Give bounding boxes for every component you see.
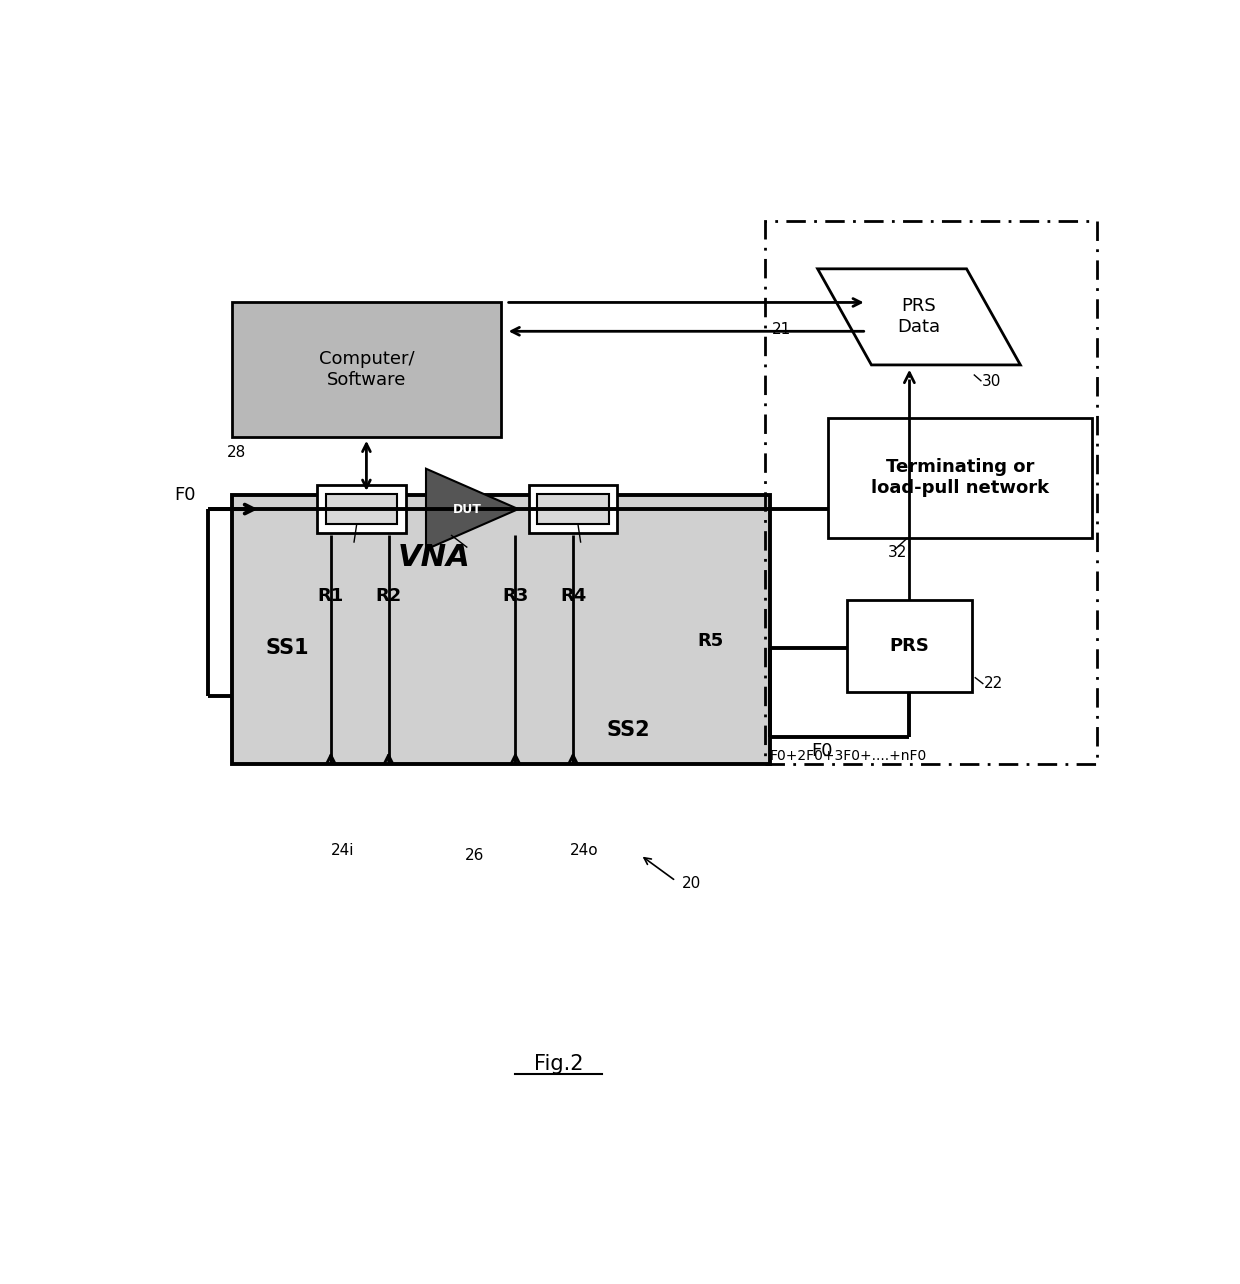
Text: 22: 22 [983, 677, 1003, 692]
Bar [232, 303, 501, 437]
Text: DUT: DUT [453, 502, 482, 516]
Text: PRS
Data: PRS Data [898, 298, 941, 336]
Text: 26: 26 [465, 849, 485, 863]
Text: 20: 20 [682, 877, 701, 891]
Text: Fig.2: Fig.2 [534, 1054, 583, 1073]
Bar [232, 494, 770, 764]
Text: 24o: 24o [570, 842, 599, 858]
Text: VNA: VNA [397, 543, 470, 571]
Text: R3: R3 [502, 587, 528, 605]
Text: Terminating or
load-pull network: Terminating or load-pull network [870, 458, 1049, 497]
Bar [528, 485, 618, 533]
Bar [828, 417, 1092, 538]
Text: 30: 30 [982, 374, 1001, 389]
Text: 32: 32 [888, 544, 908, 560]
Text: PRS: PRS [889, 637, 929, 655]
Text: R5: R5 [697, 632, 724, 650]
Bar [326, 494, 397, 524]
Text: F0: F0 [174, 485, 196, 503]
Bar [765, 221, 1096, 764]
Bar [317, 485, 405, 533]
Text: 28: 28 [227, 444, 247, 460]
Text: Computer/
Software: Computer/ Software [319, 351, 414, 389]
Text: 24i: 24i [331, 842, 355, 858]
Text: F0: F0 [811, 742, 833, 760]
Text: SS2: SS2 [606, 720, 650, 740]
Bar [847, 601, 972, 692]
Text: 21: 21 [773, 322, 791, 336]
Polygon shape [427, 469, 518, 550]
Text: F0+2F0+3F0+....+nF0: F0+2F0+3F0+....+nF0 [770, 749, 928, 763]
Polygon shape [817, 268, 1021, 365]
Text: SS1: SS1 [265, 638, 309, 659]
Text: R4: R4 [560, 587, 587, 605]
Text: R1: R1 [317, 587, 343, 605]
Bar [537, 494, 609, 524]
Text: R2: R2 [376, 587, 402, 605]
